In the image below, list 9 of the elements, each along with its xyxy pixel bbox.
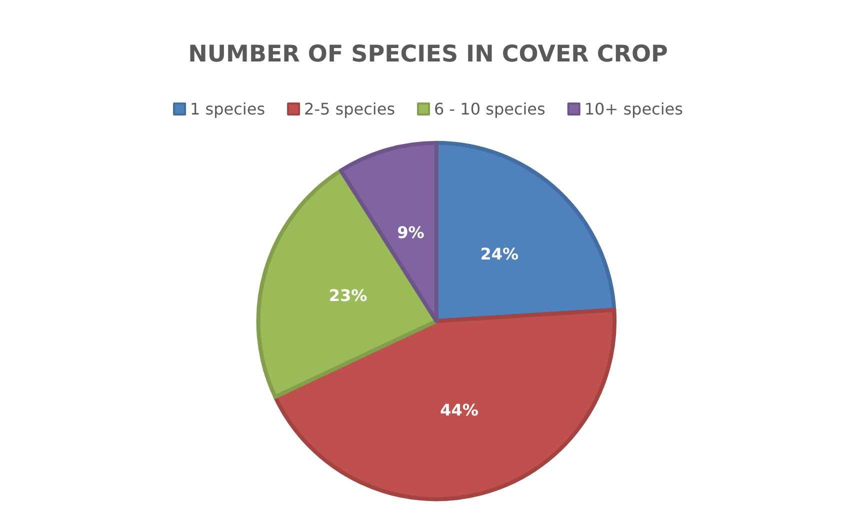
data-label: 23% [328, 286, 368, 305]
data-label: 44% [440, 400, 478, 420]
data-label: 9% [397, 223, 424, 242]
legend-label: 10+ species [584, 100, 683, 118]
legend-label: 1 species [190, 100, 266, 118]
chart-title: NUMBER OF SPECIES IN COVER CROP [188, 42, 668, 68]
data-label: 24% [480, 244, 519, 264]
legend-label: 6 - 10 species [434, 100, 546, 118]
legend-label: 2-5 species [304, 100, 396, 118]
